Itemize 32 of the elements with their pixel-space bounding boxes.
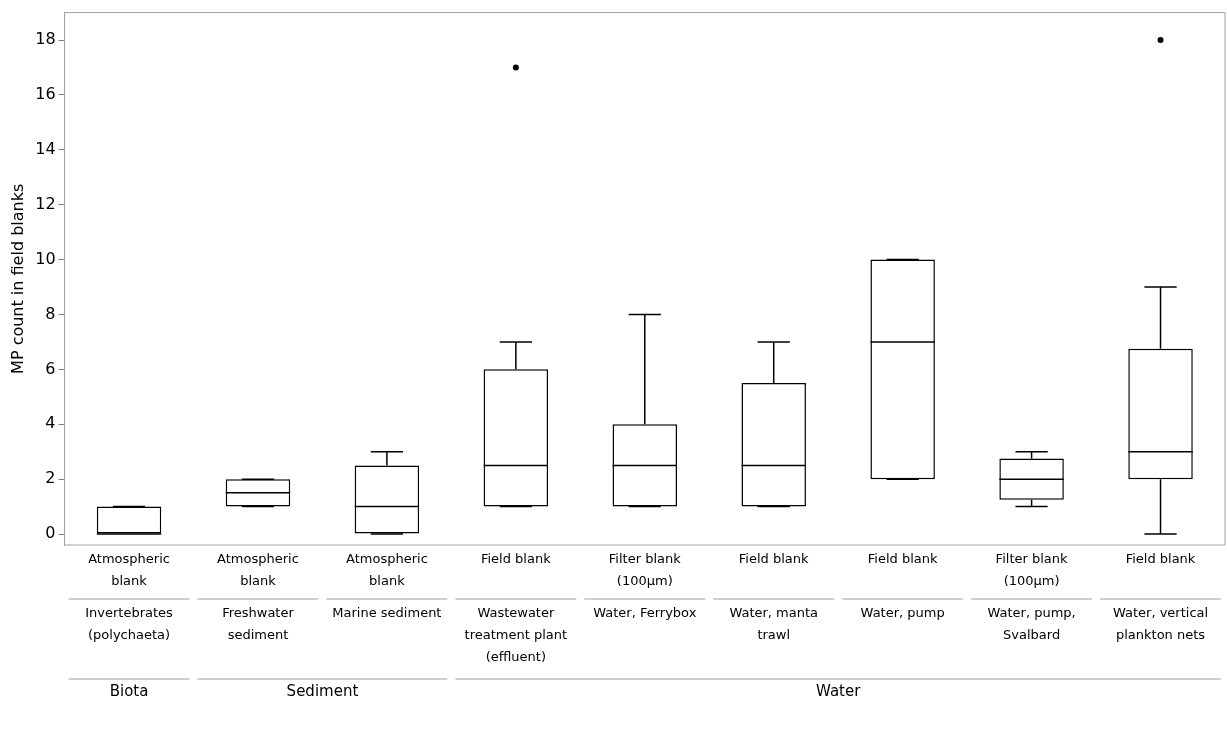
y-tick-label: 0 [45, 523, 56, 543]
y-tick-label: 8 [45, 303, 56, 323]
y-tick-label: 10 [35, 248, 56, 268]
y-axis-title: MP count in field blanks [7, 183, 27, 374]
x-tick-label: Field blank [1125, 550, 1196, 566]
text: Sediment [286, 682, 359, 701]
x-tick-label: Atmospheric blank [88, 550, 170, 588]
x-tick-label: Atmospheric blank [346, 550, 428, 588]
text: Water [816, 682, 862, 701]
text: Water, manta trawl [729, 604, 819, 642]
x-tick-label: Field blank [738, 550, 810, 566]
y-tick-label: 6 [45, 358, 56, 378]
text: Water, Ferrybox [593, 604, 697, 620]
y-tick-label: 18 [35, 29, 56, 49]
text: Wastewater treatment plant (effluent) [464, 604, 568, 664]
x-tick-label: Filter blank (100µm) [608, 550, 682, 588]
x-tick-label: Atmospheric blank [217, 550, 299, 588]
x-tick-label: Field blank [480, 550, 552, 566]
text: Water, pump, Svalbard [987, 604, 1076, 642]
text: Freshwater sediment [222, 604, 295, 642]
text: Water, vertical plankton nets [1112, 604, 1209, 642]
y-tick-label: 2 [45, 468, 56, 488]
text: Biota [109, 682, 149, 701]
x-tick-label: Filter blank (100µm) [995, 550, 1069, 588]
y-tick-label: 16 [35, 84, 56, 104]
text: Water, pump [860, 604, 945, 620]
text: Marine sediment [332, 604, 442, 620]
text: Invertebrates (polychaeta) [85, 604, 174, 642]
y-tick-label: 12 [35, 193, 56, 213]
y-tick-label: 14 [35, 138, 56, 158]
y-tick-label: 4 [45, 413, 56, 433]
x-tick-label: Field blank [867, 550, 938, 566]
